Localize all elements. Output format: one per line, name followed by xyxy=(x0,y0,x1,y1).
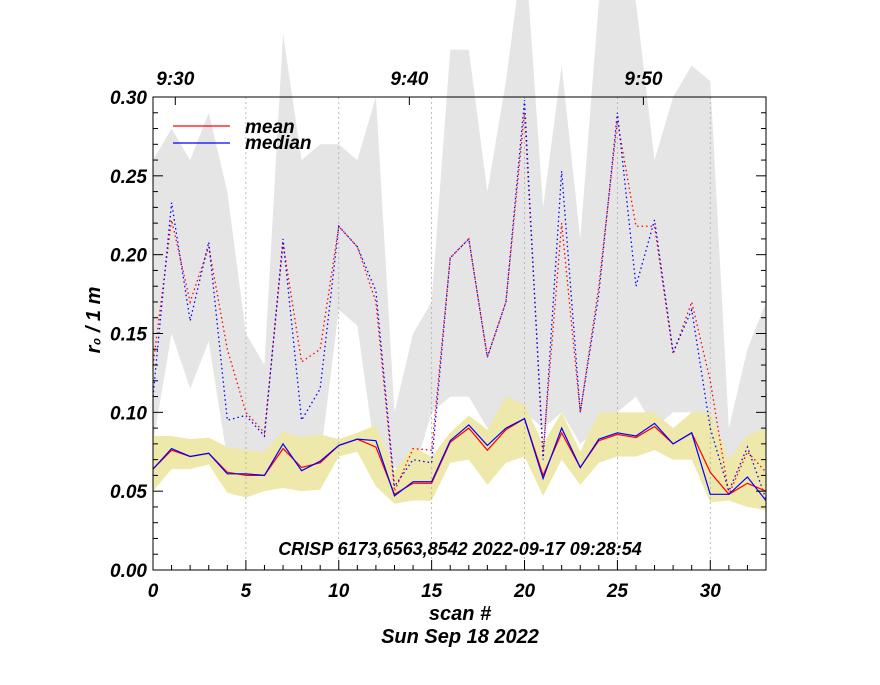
subtitle: Sun Sep 18 2022 xyxy=(381,626,539,648)
top-time-label: 9:50 xyxy=(624,69,662,90)
y-tick-label: 0.10 xyxy=(110,403,147,424)
y-tick-label: 0.20 xyxy=(110,246,147,267)
gray-band xyxy=(153,0,766,476)
x-tick-label: 10 xyxy=(328,581,350,602)
x-tick-label: 25 xyxy=(606,581,629,602)
y-tick-label: 0.25 xyxy=(110,167,147,188)
annotation: CRISP 6173,6563,8542 2022-09-17 09:28:54 xyxy=(278,539,642,559)
x-tick-label: 15 xyxy=(421,581,443,602)
x-tick-label: 30 xyxy=(700,581,722,602)
yellow-band xyxy=(153,396,766,511)
top-time-label: 9:30 xyxy=(156,69,194,90)
x-tick-label: 5 xyxy=(241,581,252,602)
y-tick-label: 0.15 xyxy=(110,325,147,346)
y-tick-label: 0.00 xyxy=(110,561,147,582)
x-tick-label: 20 xyxy=(513,581,536,602)
legend-mean-label: mean xyxy=(245,117,295,138)
y-tick-label: 0.30 xyxy=(110,88,147,109)
top-time-label: 9:40 xyxy=(390,69,428,90)
median-dotted-line xyxy=(152,100,767,500)
x-axis-label: scan # xyxy=(429,603,492,625)
legend: mean median xyxy=(173,117,312,154)
y-axis-label: r₀ / 1 m xyxy=(83,287,105,354)
legend-median-label: median xyxy=(245,133,312,154)
x-tick-label: 0 xyxy=(148,581,159,602)
median-line xyxy=(152,417,767,501)
mean-line xyxy=(152,417,767,496)
y-tick-label: 0.05 xyxy=(110,482,147,503)
